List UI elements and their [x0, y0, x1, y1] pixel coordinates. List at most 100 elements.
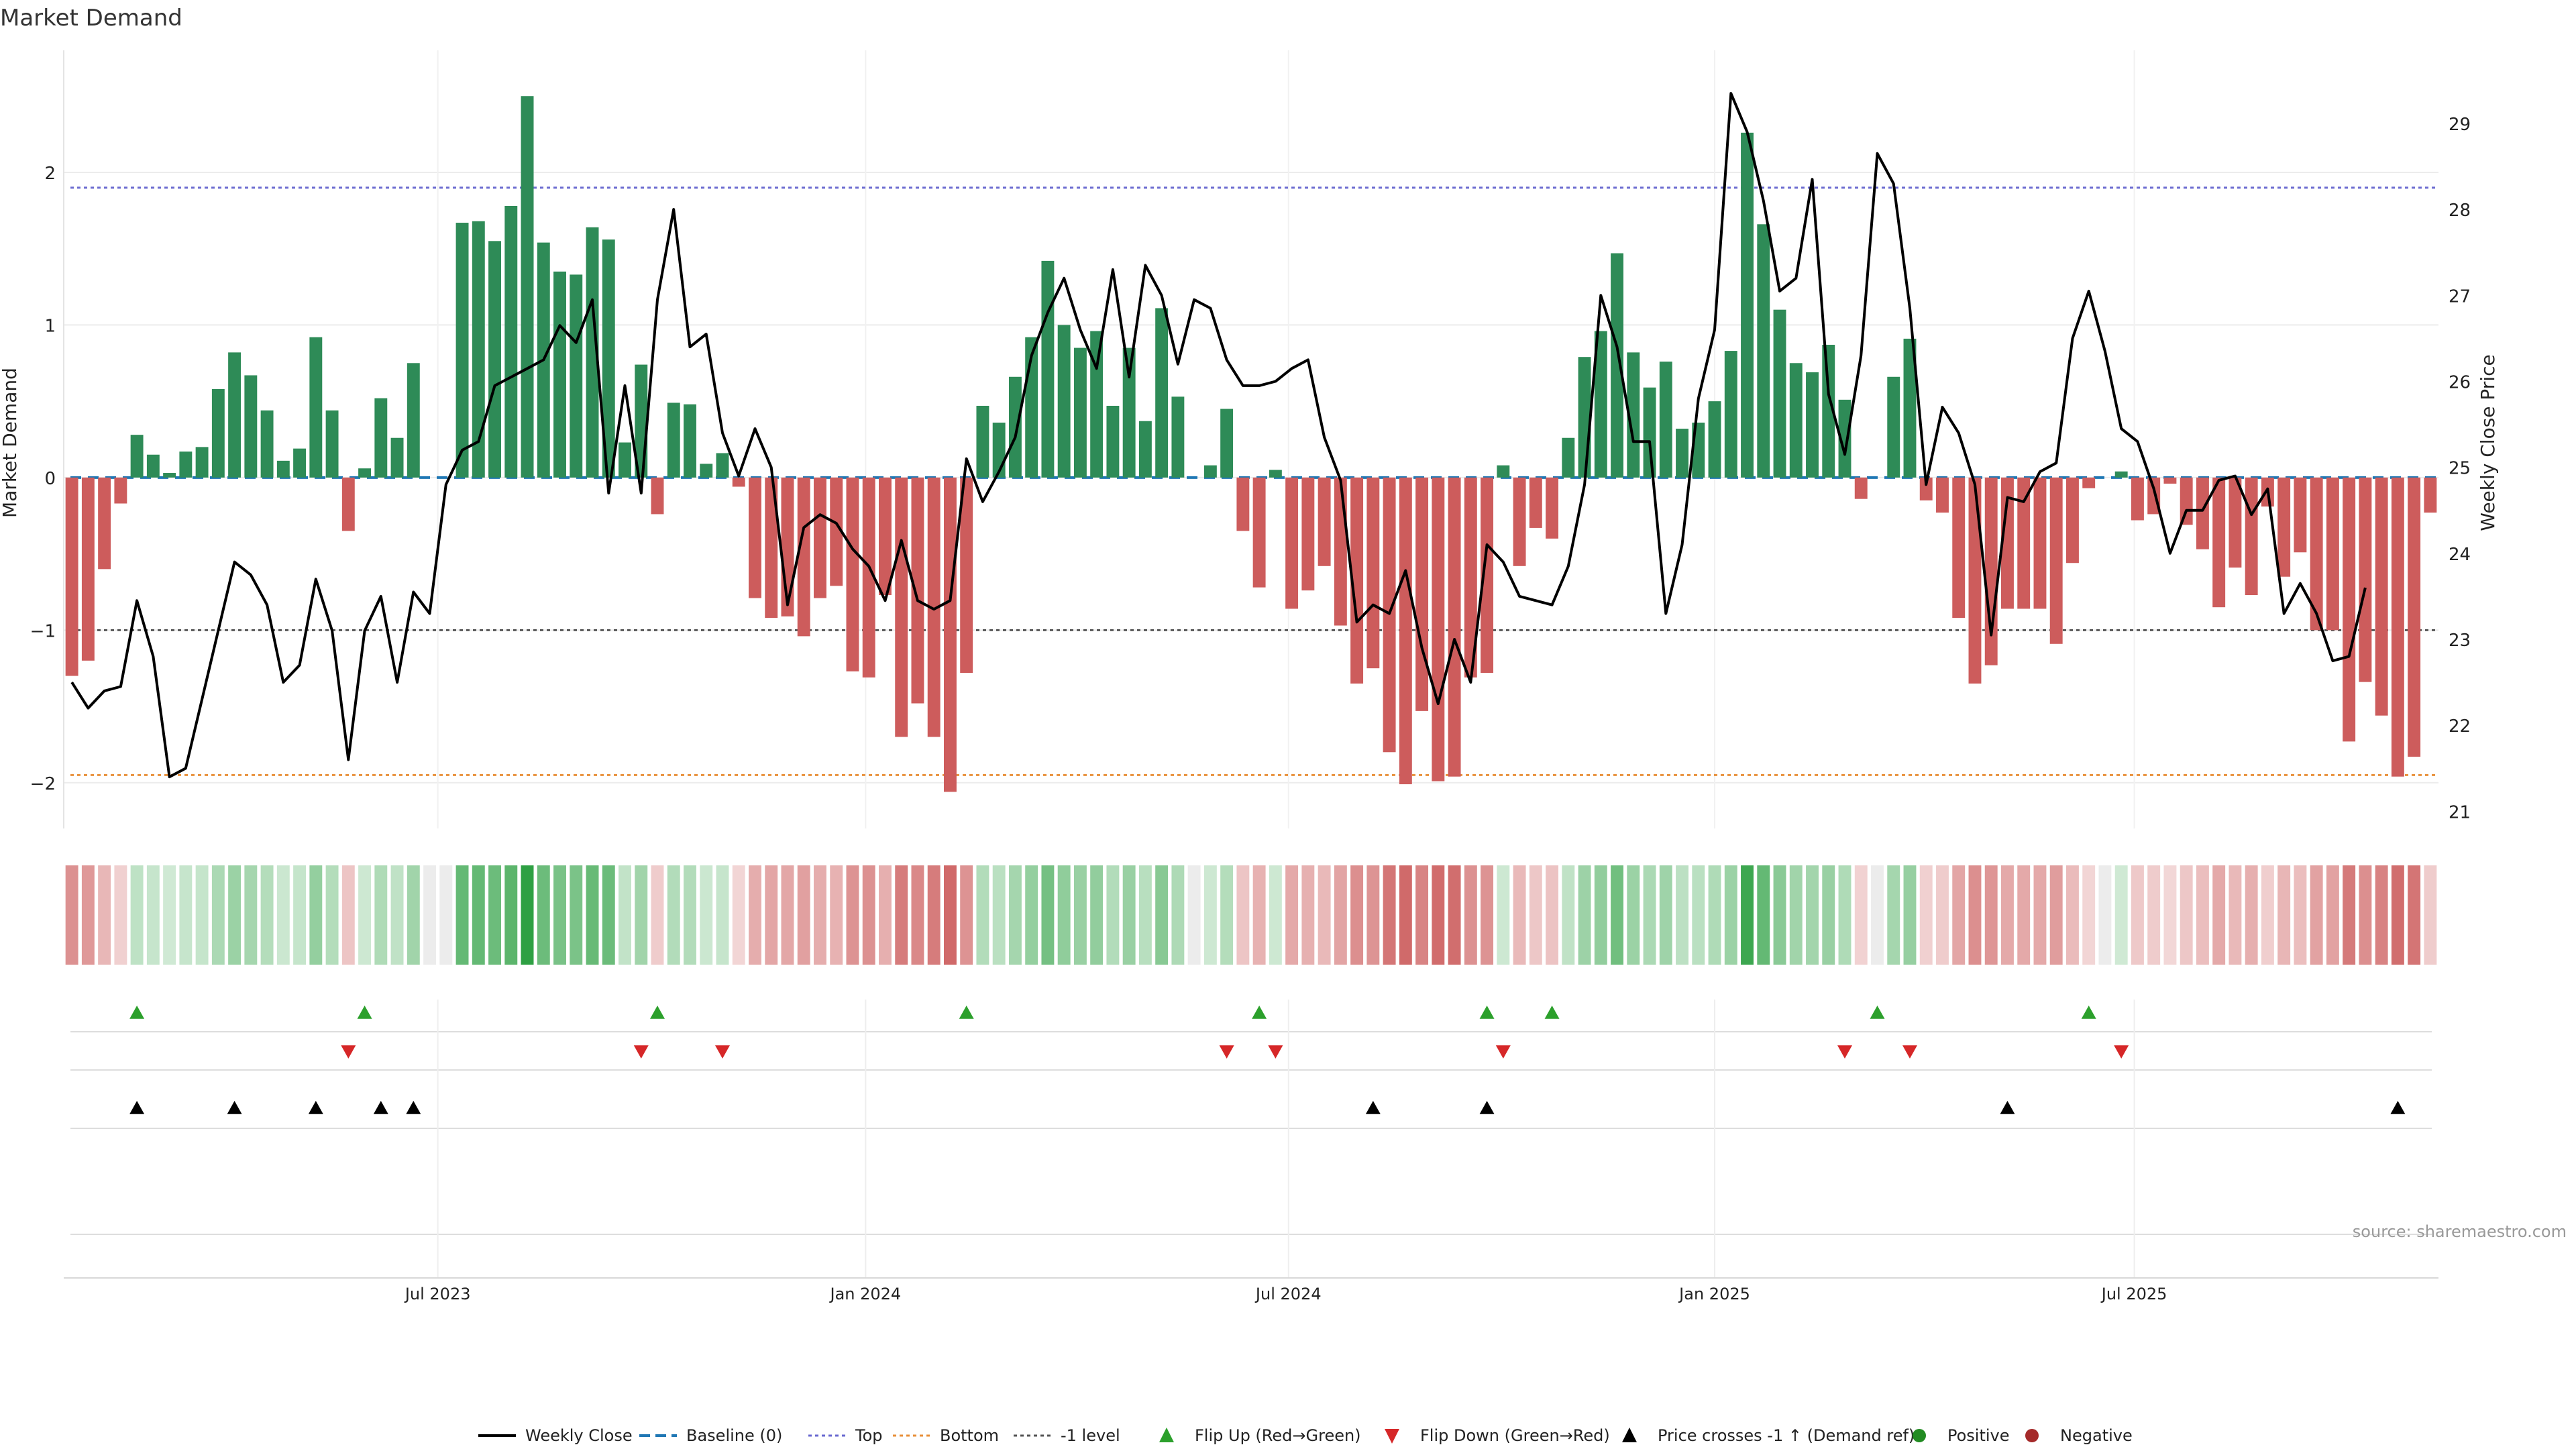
demand-bar [1041, 260, 1055, 478]
demand-bar [1236, 477, 1250, 531]
heat-cell [943, 865, 957, 965]
demand-bar [179, 451, 193, 478]
y2-tick-label: 21 [2449, 802, 2471, 822]
heat-cell [684, 865, 696, 965]
heat-cell [537, 865, 550, 965]
y2-axis-label: Weekly Close Price [2477, 354, 2499, 531]
heat-cell [1984, 865, 1998, 965]
heat-cell [1318, 865, 1331, 965]
heat-cell [2343, 865, 2356, 965]
demand-bar [1936, 477, 1949, 513]
demand-bar [521, 96, 534, 478]
legend-label: Top [855, 1426, 883, 1445]
demand-bar [2408, 477, 2421, 757]
legend-swatch [1913, 1429, 1926, 1442]
demand-bar [1334, 477, 1347, 626]
heat-cell [911, 865, 924, 965]
heat-cell [716, 865, 729, 965]
heat-cell [390, 865, 404, 965]
demand-bar [2017, 477, 2031, 609]
legend-item-bottom: Bottom [893, 1426, 999, 1445]
flip-up-marker [650, 1006, 665, 1019]
demand-bar [651, 477, 664, 515]
heat-cell [895, 865, 908, 965]
heat-cell [1350, 865, 1364, 965]
heat-cell [2180, 865, 2193, 965]
demand-bar [1757, 224, 1770, 478]
heat-cell [781, 865, 794, 965]
flip-down-marker [1495, 1045, 1511, 1059]
heat-cell [765, 865, 778, 965]
heat-cell [830, 865, 843, 965]
heat-cell [276, 865, 290, 965]
demand-bar [1252, 477, 1266, 588]
heat-cell [2212, 865, 2226, 965]
demand-bar [749, 477, 761, 598]
x-axis: Jul 2023 Jan 2024 Jul 2024 Jan 2025 Jul 2025 [64, 1277, 2438, 1303]
demand-bar [2424, 477, 2437, 513]
flip-down-marker [1902, 1045, 1917, 1059]
heat-cell [244, 865, 258, 965]
heat-cell [570, 865, 583, 965]
heat-cell [846, 865, 859, 965]
heat-cell [146, 865, 160, 965]
demand-bar [814, 477, 826, 598]
demand-bar [1057, 325, 1071, 478]
demand-bar [1203, 465, 1217, 478]
flip-down-marker [1268, 1045, 1283, 1059]
legend-item-top: Top [808, 1426, 883, 1445]
flip-up-marker [357, 1006, 372, 1019]
heat-cell [1220, 865, 1234, 965]
heat-cell [1057, 865, 1071, 965]
demand-bar [1562, 437, 1575, 478]
demand-bar [1724, 351, 1737, 478]
heat-cell [1903, 865, 1917, 965]
x-tick-label: Jul 2023 [404, 1285, 471, 1303]
heat-cell [163, 865, 176, 965]
heat-cell [927, 865, 941, 965]
heat-cell [2098, 865, 2112, 965]
heat-cell [1041, 865, 1055, 965]
heat-cell [667, 865, 680, 965]
legend-label: Positive [1947, 1426, 2010, 1445]
flip-up-marker [1252, 1006, 1267, 1019]
demand-bar [1366, 477, 1380, 669]
heat-cell [1562, 865, 1575, 965]
legend: Weekly Close Baseline (0) Top Bottom -1 leve… [478, 1426, 2133, 1445]
heat-cell [341, 865, 355, 965]
demand-bar [1854, 477, 1868, 499]
legend-swatch [1159, 1428, 1174, 1442]
demand-bar [1122, 347, 1136, 478]
demand-bar [1106, 405, 1120, 478]
flip-down-marker [1837, 1045, 1852, 1059]
demand-bar [1269, 470, 1282, 478]
heat-cell [211, 865, 225, 965]
heat-cell [1203, 865, 1217, 965]
heat-cell [407, 865, 420, 965]
demand-bar [1318, 477, 1331, 566]
heat-cell [1171, 865, 1185, 965]
heat-cell [1252, 865, 1266, 965]
demand-bar [2212, 477, 2226, 608]
heat-cell [1708, 865, 1721, 965]
demand-bar [407, 363, 420, 478]
heat-cell [1789, 865, 1803, 965]
legend-label: Bottom [940, 1426, 999, 1445]
flip-up-marker [1544, 1006, 1560, 1019]
heat-cell [553, 865, 566, 965]
heat-cell [439, 865, 453, 965]
demand-bar [1578, 357, 1591, 478]
y2-tick-label: 25 [2449, 459, 2471, 479]
heat-cell [1106, 865, 1120, 965]
x-tick-label: Jan 2025 [1678, 1285, 1750, 1303]
demand-bar [195, 447, 209, 478]
demand-bar [586, 227, 599, 478]
demand-bar [2375, 477, 2388, 716]
heat-cell [1627, 865, 1640, 965]
chart-title: Market Demand [0, 5, 182, 32]
heat-cell [1773, 865, 1786, 965]
demand-bar [2310, 477, 2323, 631]
heat-cell [700, 865, 713, 965]
heat-cell [1138, 865, 1152, 965]
